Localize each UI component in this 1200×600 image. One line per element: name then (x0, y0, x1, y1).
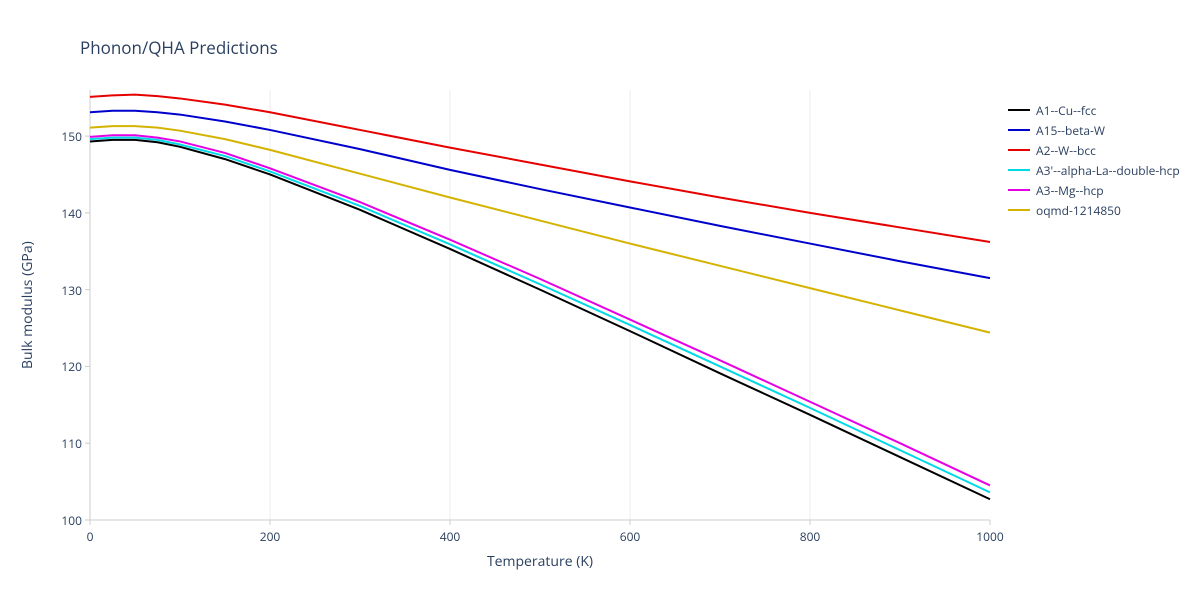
legend-swatch (1008, 209, 1030, 211)
legend-item[interactable]: oqmd-1214850 (1008, 200, 1180, 220)
plot-svg (90, 90, 990, 520)
legend-swatch (1008, 149, 1030, 151)
xtick-label: 400 (435, 528, 465, 545)
xtick-label: 0 (75, 528, 105, 545)
yaxis-label: Bulk modulus (GPa) (18, 90, 38, 520)
ytick-label: 100 (54, 512, 82, 529)
legend-label: A2--W--bcc (1036, 142, 1096, 159)
xtick-label: 800 (795, 528, 825, 545)
legend-item[interactable]: A1--Cu--fcc (1008, 100, 1180, 120)
legend-swatch (1008, 169, 1030, 171)
chart-title: Phonon/QHA Predictions (80, 36, 278, 59)
legend-item[interactable]: A2--W--bcc (1008, 140, 1180, 160)
legend-swatch (1008, 129, 1030, 131)
xtick-label: 200 (255, 528, 285, 545)
legend-label: A15--beta-W (1036, 122, 1105, 139)
legend-label: A3'--alpha-La--double-hcp (1036, 162, 1180, 179)
xtick-label: 1000 (975, 528, 1005, 545)
ytick-label: 140 (54, 205, 82, 222)
legend-swatch (1008, 109, 1030, 111)
legend-label: A3--Mg--hcp (1036, 182, 1104, 199)
ytick-label: 110 (54, 435, 82, 452)
legend-label: oqmd-1214850 (1036, 202, 1121, 219)
legend-item[interactable]: A3--Mg--hcp (1008, 180, 1180, 200)
xtick-label: 600 (615, 528, 645, 545)
xaxis-label: Temperature (K) (90, 552, 990, 571)
ytick-label: 150 (54, 128, 82, 145)
chart-container: Phonon/QHA Predictions Bulk modulus (GPa… (0, 0, 1200, 600)
legend-item[interactable]: A15--beta-W (1008, 120, 1180, 140)
legend-item[interactable]: A3'--alpha-La--double-hcp (1008, 160, 1180, 180)
legend-label: A1--Cu--fcc (1036, 102, 1096, 119)
ytick-label: 120 (54, 358, 82, 375)
ytick-label: 130 (54, 282, 82, 299)
legend-swatch (1008, 189, 1030, 191)
plot-area (90, 90, 990, 520)
legend: A1--Cu--fcc A15--beta-W A2--W--bcc A3'--alp… (1008, 100, 1180, 220)
